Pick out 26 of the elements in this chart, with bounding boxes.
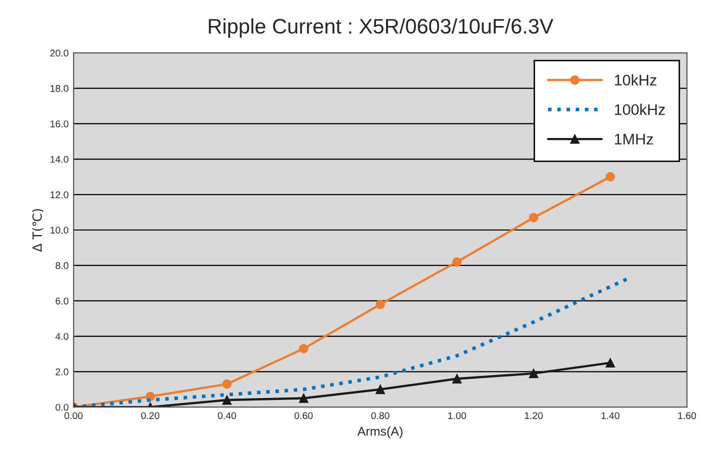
y-tick-label: 2.0 [56, 368, 68, 376]
legend-label: 100kHz [614, 104, 665, 116]
y-tick-label: 0.0 [56, 404, 68, 411]
legend-label: 1MHz [614, 134, 653, 144]
x-tick-label: 0.60 [294, 412, 313, 420]
y-tick-label: 20.0 [50, 50, 68, 57]
x-tick-label: 0.00 [64, 412, 83, 420]
x-tick-label: 1.40 [602, 412, 620, 420]
x-axis-title: Arms(A) [357, 426, 402, 438]
y-axis-title: Δ T(℃) [32, 209, 44, 252]
x-tick-label: 1.00 [448, 412, 466, 420]
x-tick-label: 0.80 [371, 412, 390, 420]
y-tick-label: 6.0 [56, 298, 68, 304]
y-tick-label: 8.0 [56, 262, 68, 270]
y-tick-label: 12.0 [50, 191, 68, 198]
legend-label: 10kHz [614, 74, 656, 86]
x-tick-label: 0.40 [218, 412, 236, 420]
y-tick-label: 16.0 [50, 120, 68, 128]
x-tick-label: 1.20 [524, 412, 543, 420]
y-tick-label: 10.0 [50, 226, 68, 234]
y-tick-label: 14.0 [50, 156, 68, 163]
x-tick-label: 0.20 [141, 412, 160, 420]
chart-title: Ripple Current : X5R/0603/10uF/6.3V [208, 18, 554, 38]
y-tick-label: 4.0 [55, 332, 68, 340]
y-tick-label: 18.0 [50, 85, 68, 92]
x-tick-label: 1.60 [678, 412, 696, 420]
